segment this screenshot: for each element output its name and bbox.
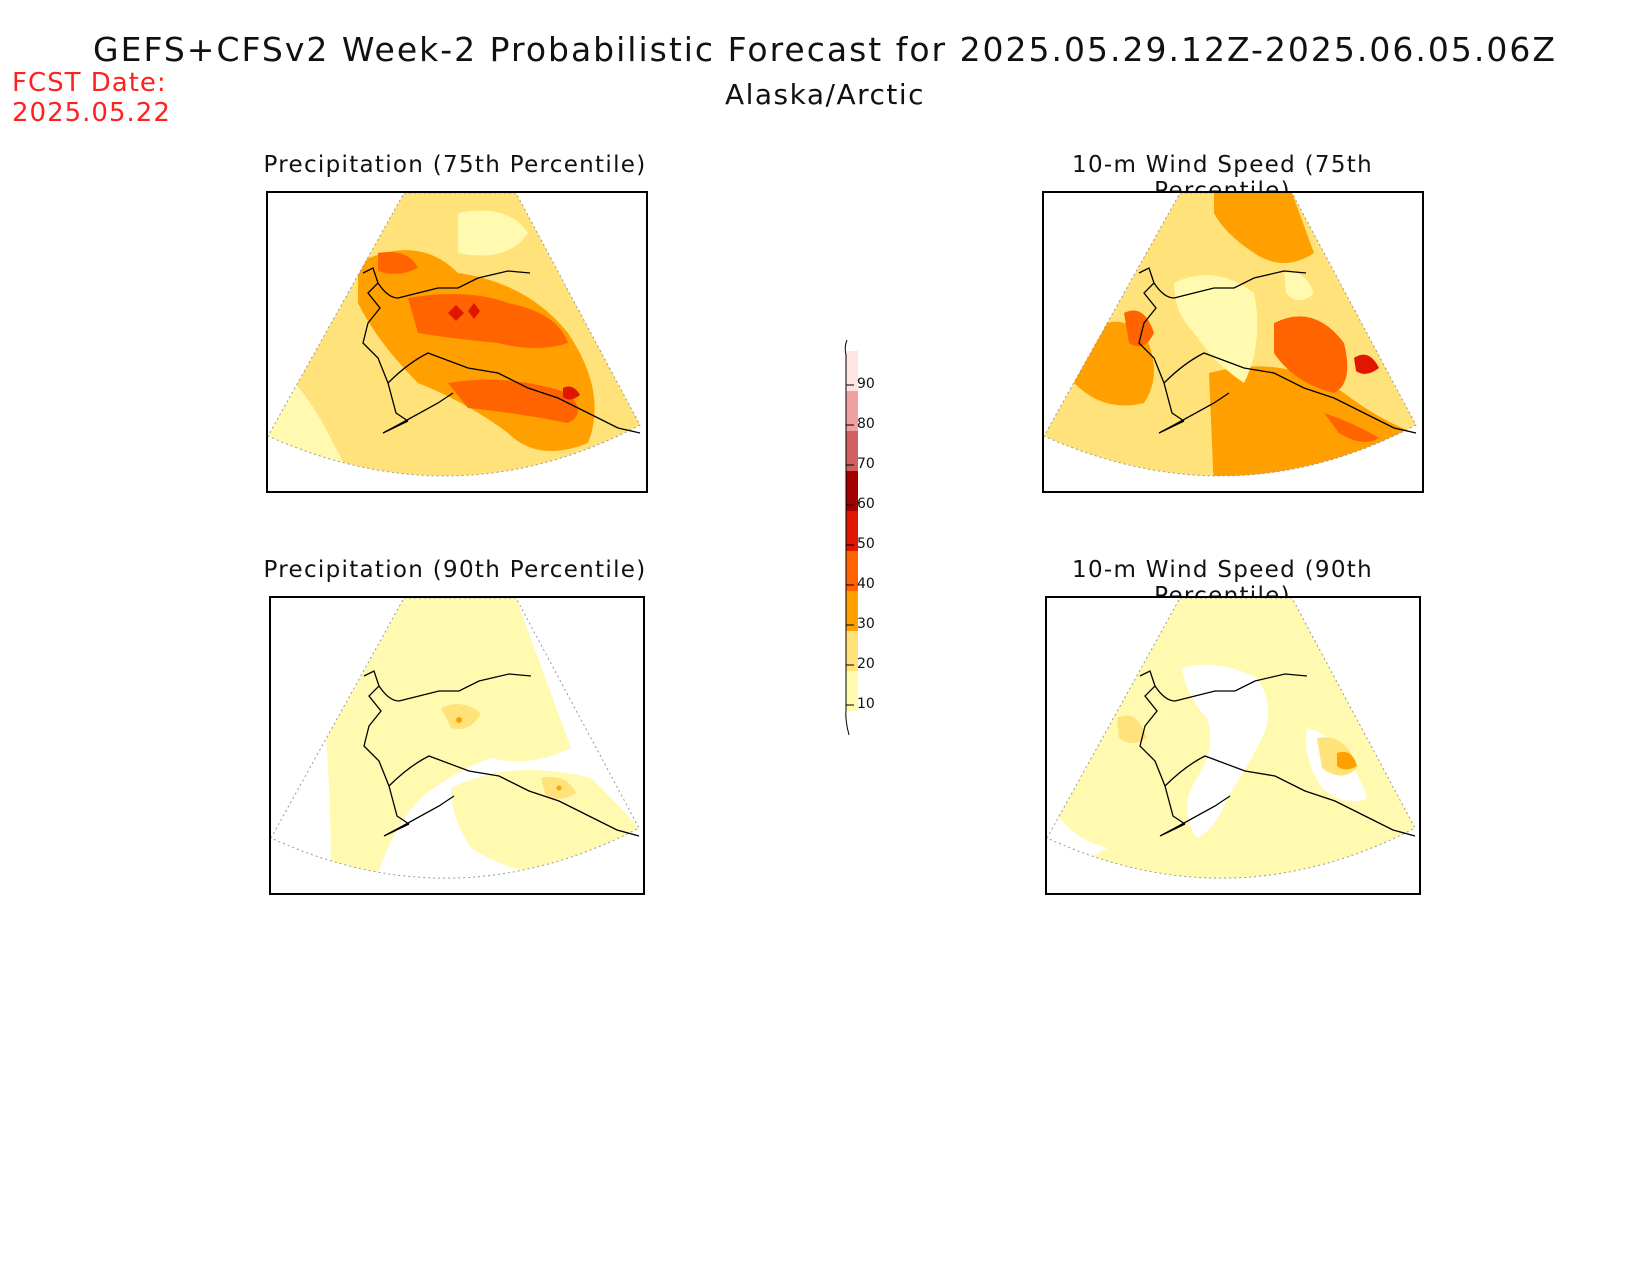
colorbar-tick-label: 70: [857, 456, 875, 472]
map-panel-wind-90: [1045, 596, 1421, 895]
colorbar-swatch: [846, 671, 858, 711]
map-wind-90: [1047, 598, 1416, 879]
region-subtitle: Alaska/Arctic: [724, 78, 926, 111]
map-precip-90: [271, 598, 640, 879]
map-wind-75: [1044, 193, 1417, 477]
colorbar-tick-label: 40: [857, 576, 875, 592]
forecast-date-label: FCST Date:: [12, 68, 167, 98]
colorbar-tick-label: 20: [857, 656, 875, 672]
map-panel-wind-75: [1042, 191, 1424, 493]
colorbar-tick-label: 60: [857, 496, 875, 512]
forecast-date-value: 2025.05.22: [12, 98, 171, 128]
map-precip-75: [268, 193, 641, 477]
colorbar-swatch: [846, 551, 858, 591]
colorbar-tick-label: 90: [857, 376, 875, 392]
colorbar-swatch: [846, 511, 858, 551]
main-title: GEFS+CFSv2 Week-2 Probabilistic Forecast…: [93, 30, 1557, 69]
colorbar-tick-label: 10: [857, 696, 875, 712]
colorbar-tick-label: 80: [857, 416, 875, 432]
colorbar-swatch: [846, 431, 858, 471]
colorbar-swatches: [846, 351, 858, 711]
panel-title-precip-75: Precipitation (75th Percentile): [263, 152, 647, 178]
map-panel-precip-75: [266, 191, 648, 493]
forecast-date-block: FCST Date: 2025.05.22: [12, 68, 171, 128]
colorbar-swatch: [846, 391, 858, 431]
colorbar: [844, 339, 858, 736]
panel-title-precip-90: Precipitation (90th Percentile): [263, 557, 647, 583]
colorbar-tick-label: 50: [857, 536, 875, 552]
colorbar-swatch: [846, 471, 858, 511]
map-panel-precip-90: [269, 596, 645, 895]
colorbar-tick-label: 30: [857, 616, 875, 632]
colorbar-swatch: [846, 591, 858, 631]
colorbar-swatch: [846, 631, 858, 671]
colorbar-swatch: [846, 351, 858, 391]
